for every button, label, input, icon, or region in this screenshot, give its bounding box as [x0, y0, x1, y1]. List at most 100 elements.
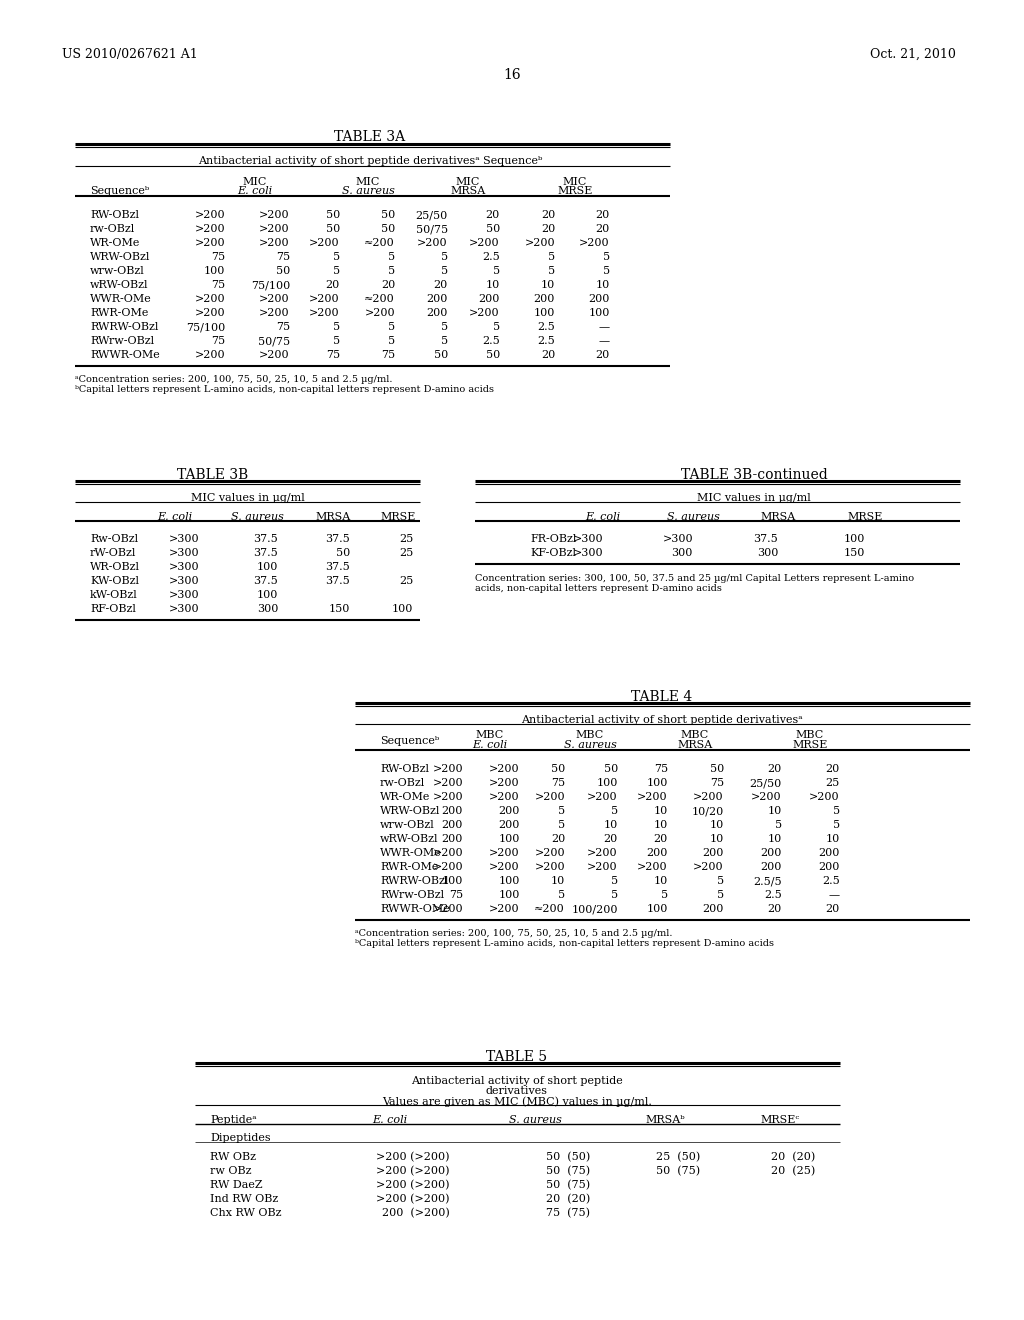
Text: 5: 5 — [333, 322, 340, 333]
Text: 2.5/5: 2.5/5 — [754, 876, 782, 886]
Text: 20: 20 — [596, 350, 610, 360]
Text: RF-OBzl: RF-OBzl — [90, 605, 136, 614]
Text: 25: 25 — [398, 548, 413, 558]
Text: >200: >200 — [469, 238, 500, 248]
Text: 50: 50 — [336, 548, 350, 558]
Text: 150: 150 — [329, 605, 350, 614]
Text: MRSA: MRSA — [315, 512, 350, 521]
Text: WR-OBzl: WR-OBzl — [90, 562, 140, 572]
Text: >200: >200 — [432, 847, 463, 858]
Text: >200 (>200): >200 (>200) — [377, 1180, 450, 1191]
Text: RW OBz: RW OBz — [210, 1152, 256, 1162]
Text: Sequenceᵇ: Sequenceᵇ — [380, 737, 439, 746]
Text: >300: >300 — [169, 590, 200, 601]
Text: 50  (75): 50 (75) — [656, 1166, 700, 1176]
Text: wRW-OBzl: wRW-OBzl — [90, 280, 148, 290]
Text: 50: 50 — [551, 764, 565, 774]
Text: Chx RW OBz: Chx RW OBz — [210, 1208, 282, 1218]
Text: 200: 200 — [441, 820, 463, 830]
Text: RWWR-OMe: RWWR-OMe — [90, 350, 160, 360]
Text: >300: >300 — [169, 535, 200, 544]
Text: RW-OBzl: RW-OBzl — [380, 764, 429, 774]
Text: 20: 20 — [326, 280, 340, 290]
Text: 200: 200 — [702, 847, 724, 858]
Text: 20: 20 — [825, 904, 840, 913]
Text: 50: 50 — [381, 224, 395, 234]
Text: —: — — [599, 322, 610, 333]
Text: >200: >200 — [259, 308, 290, 318]
Text: TABLE 3B-continued: TABLE 3B-continued — [681, 469, 827, 482]
Text: 37.5: 37.5 — [326, 562, 350, 572]
Text: 200: 200 — [646, 847, 668, 858]
Text: rW-OBzl: rW-OBzl — [90, 548, 136, 558]
Text: 5: 5 — [493, 267, 500, 276]
Text: 20  (25): 20 (25) — [771, 1166, 815, 1176]
Text: kW-OBzl: kW-OBzl — [90, 590, 138, 601]
Text: rw-OBzl: rw-OBzl — [380, 777, 425, 788]
Text: 16: 16 — [503, 69, 521, 82]
Text: >200: >200 — [489, 862, 520, 873]
Text: 200: 200 — [761, 862, 782, 873]
Text: >200: >200 — [588, 792, 618, 803]
Text: 2.5: 2.5 — [538, 337, 555, 346]
Text: 75: 75 — [211, 337, 225, 346]
Text: 200: 200 — [499, 820, 520, 830]
Text: 10/20: 10/20 — [692, 807, 724, 816]
Text: MRSE: MRSE — [793, 741, 827, 750]
Text: MRSE: MRSE — [557, 186, 593, 195]
Text: 10: 10 — [653, 807, 668, 816]
Text: MRSAᵇ: MRSAᵇ — [645, 1115, 685, 1125]
Text: 5: 5 — [333, 252, 340, 261]
Text: 2.5: 2.5 — [482, 337, 500, 346]
Text: >200: >200 — [524, 238, 555, 248]
Text: MIC values in µg/ml: MIC values in µg/ml — [191, 492, 305, 503]
Text: MIC: MIC — [563, 177, 587, 187]
Text: Antibacterial activity of short peptide derivativesᵃ Sequenceᵇ: Antibacterial activity of short peptide … — [198, 156, 542, 166]
Text: Oct. 21, 2010: Oct. 21, 2010 — [870, 48, 955, 61]
Text: >200: >200 — [588, 862, 618, 873]
Text: S. aureus: S. aureus — [509, 1115, 561, 1125]
Text: 10: 10 — [825, 834, 840, 843]
Text: 75: 75 — [211, 252, 225, 261]
Text: MBC: MBC — [796, 730, 824, 741]
Text: MIC: MIC — [456, 177, 480, 187]
Text: KW-OBzl: KW-OBzl — [90, 576, 139, 586]
Text: 200: 200 — [427, 308, 449, 318]
Text: >200: >200 — [432, 904, 463, 913]
Text: >200: >200 — [535, 847, 565, 858]
Text: 100: 100 — [257, 562, 278, 572]
Text: E. coli: E. coli — [238, 186, 272, 195]
Text: 37.5: 37.5 — [326, 535, 350, 544]
Text: WRW-OBzl: WRW-OBzl — [90, 252, 151, 261]
Text: 75: 75 — [326, 350, 340, 360]
Text: MRSE: MRSE — [380, 512, 416, 521]
Text: 10: 10 — [485, 280, 500, 290]
Text: rw-OBzl: rw-OBzl — [90, 224, 135, 234]
Text: 100: 100 — [534, 308, 555, 318]
Text: 5: 5 — [611, 876, 618, 886]
Text: 10: 10 — [653, 820, 668, 830]
Text: 100/200: 100/200 — [571, 904, 618, 913]
Text: 200: 200 — [702, 904, 724, 913]
Text: ≈200: ≈200 — [365, 238, 395, 248]
Text: 5: 5 — [775, 820, 782, 830]
Text: >200: >200 — [469, 308, 500, 318]
Text: 5: 5 — [548, 267, 555, 276]
Text: 20: 20 — [485, 210, 500, 220]
Text: 5: 5 — [558, 890, 565, 900]
Text: 200: 200 — [761, 847, 782, 858]
Text: 5: 5 — [611, 807, 618, 816]
Text: >300: >300 — [663, 535, 693, 544]
Text: 75: 75 — [449, 890, 463, 900]
Text: 50: 50 — [710, 764, 724, 774]
Text: ᵇCapital letters represent L-amino acids, non-capital letters represent D-amino : ᵇCapital letters represent L-amino acids… — [75, 385, 494, 393]
Text: 10: 10 — [604, 820, 618, 830]
Text: 5: 5 — [441, 322, 449, 333]
Text: 25: 25 — [825, 777, 840, 788]
Text: >200: >200 — [489, 777, 520, 788]
Text: 25/50: 25/50 — [416, 210, 449, 220]
Text: 75  (75): 75 (75) — [546, 1208, 590, 1218]
Text: MIC: MIC — [243, 177, 267, 187]
Text: RWWR-OMe: RWWR-OMe — [380, 904, 450, 913]
Text: 200: 200 — [478, 294, 500, 304]
